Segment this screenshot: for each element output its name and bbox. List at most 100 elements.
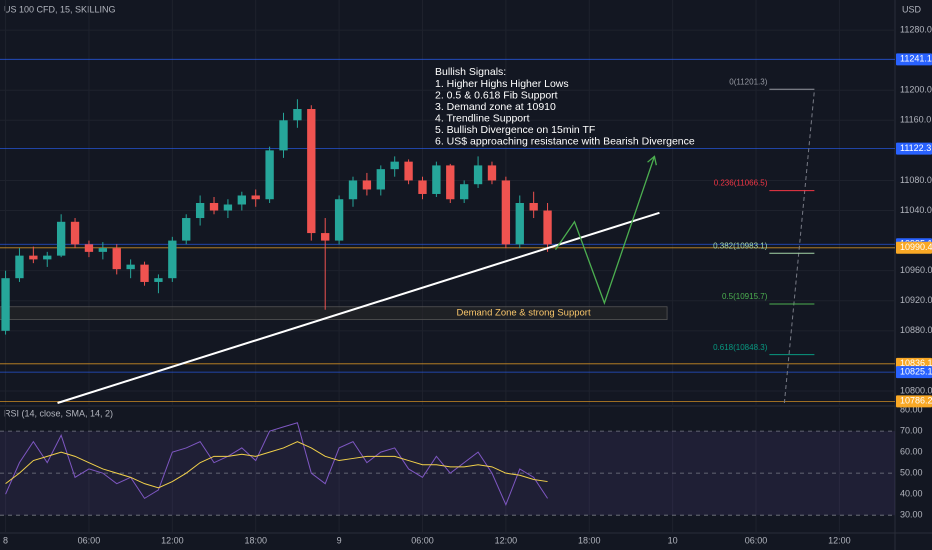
candle-body [182,218,191,241]
y-tick-label: 11040.0 [900,205,932,215]
level-tag-label: 11122.3 [900,143,931,153]
candle-body [70,221,80,245]
level-tag-label: 10836.1 [900,358,932,368]
level-tag [896,142,932,155]
candle-body [473,165,483,185]
level-tag-label: 11241.1 [900,54,932,64]
currency: USD [902,4,922,14]
rsi-tick-label: 70.00 [900,425,923,435]
x-tick-label: 9 [337,535,342,545]
candle-body [460,184,469,200]
x-tick-label: 06:00 [745,535,768,545]
x-tick-label: 12:00 [495,535,518,545]
candle-body [112,248,121,270]
candle-body [140,264,149,282]
candle-body [126,264,135,270]
x-tick-label: 18:00 [244,535,267,545]
x-tick-label: 06:00 [411,535,434,545]
y-tick-label: 10800.0 [900,385,932,395]
candle-body [348,180,358,200]
candle-body [279,120,288,151]
candle-body [390,161,399,170]
projection-arrowhead [647,155,657,166]
fib-label: 0(11201.3) [729,77,767,86]
y-tick-label: 11200.0 [900,85,932,95]
candle-body [515,203,524,245]
rsi-tick-label: 60.00 [900,447,923,457]
candle-body [56,221,66,256]
symbol: US 100 CFD, 15, SKILLING [4,4,116,14]
y-tick-label: 10880.0 [900,325,932,335]
fib-label: 0.618(10848.3) [713,343,768,352]
y-tick-label: 10920.0 [900,295,932,305]
demand-zone-label: Demand Zone & strong Support [456,308,590,319]
candle-body [446,165,455,200]
x-tick-label: 8 [3,535,8,545]
level-tag [896,366,932,379]
candle-body [251,195,260,200]
annotation-line: 6. US$ approaching resistance with Beari… [435,135,695,147]
x-tick-label: 12:00 [161,535,184,545]
level-tag [896,395,932,408]
candle-body [98,248,108,252]
fib-label: 0.382(10983.1) [713,241,768,250]
rsi-line [5,422,548,506]
candle-body [501,180,511,245]
y-tick-label: 10960.0 [900,265,932,275]
annotation-line: 4. Trendline Support [435,112,530,124]
x-tick-label: 10 [668,535,678,545]
candle-body [209,203,219,211]
rsi-tick-label: 30.00 [900,510,923,520]
annotation-line: 3. Demand zone at 10910 [435,101,556,113]
level-tag [896,53,932,66]
annotation-line: 2. 0.5 & 0.618 Fib Support [435,89,558,101]
candle-body [418,180,427,194]
candle-body [29,255,38,260]
candle-body [15,255,24,279]
annotation-line: 5. Bullish Divergence on 15min TF [435,124,595,136]
x-tick-label: 06:00 [78,535,101,545]
candle-body [321,233,330,241]
x-tick-label: 12:00 [828,535,851,545]
demand-zone [0,306,668,320]
candle-body [487,165,497,181]
rsi-sma-line [5,441,548,489]
candle-body [543,210,552,245]
annotation-line: 1. Higher Highs Higher Lows [435,78,569,90]
candle-body [223,204,233,211]
annotation-title: Bullish Signals: [435,66,506,78]
candle-body [237,195,246,205]
x-tick-label: 18:00 [578,535,601,545]
rsi-tick-label: 40.00 [900,489,923,499]
candle-body [432,165,441,194]
y-tick-label: 11160.0 [900,115,931,125]
y-tick-label: 11280.0 [900,24,932,34]
candle-body [307,109,316,234]
fib-label: 0.236(11066.5) [714,179,768,188]
candle-body [154,278,163,282]
candle-body [1,278,10,331]
candle-body [265,150,274,200]
candle-body [195,203,205,219]
fib-diagonal [783,90,815,404]
candle-body [43,255,52,260]
candle-body [293,109,302,121]
candle-body [376,169,385,190]
rsi-tick-label: 50.00 [900,468,923,478]
level-tag-label: 10990.4 [900,242,932,252]
y-tick-label: 11080.0 [900,175,932,185]
rsi-label: RSI (14, close, SMA, 14, 2) [4,408,113,418]
level-tag-label: 10786.2 [900,396,932,406]
candle-body [168,240,177,279]
projection-path [554,156,656,305]
candle-body [334,199,344,241]
candle-body [404,161,413,181]
candle-body [84,244,94,252]
rsi-tick-label: 80.00 [900,404,923,414]
level-tag-label: 10825.1 [900,366,932,376]
level-tag [896,241,932,254]
fib-label: 0.5(10915.7) [722,292,768,301]
candle-body [529,203,538,211]
